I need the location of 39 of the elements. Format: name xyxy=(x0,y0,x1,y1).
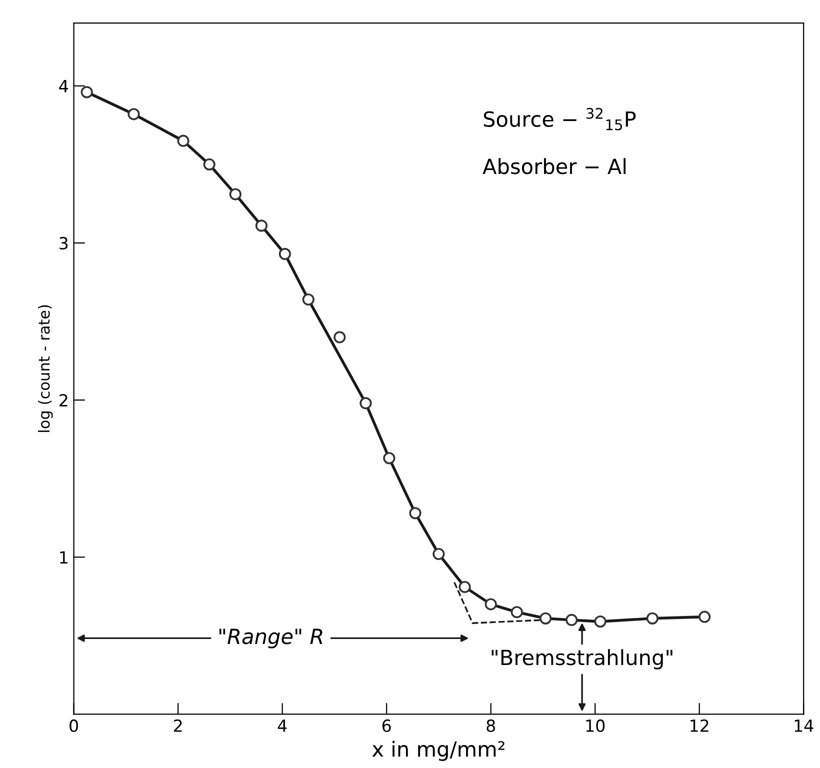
annotation: Absorber − Al xyxy=(482,158,626,174)
annotation: "Range" R xyxy=(219,628,322,648)
point xyxy=(360,397,372,410)
point xyxy=(510,606,523,618)
point xyxy=(646,612,658,624)
y-tick-label: 1 xyxy=(60,551,68,564)
x-tick-label: 2 xyxy=(174,719,182,732)
y-tick-label: 3 xyxy=(60,236,68,250)
point xyxy=(128,108,140,120)
y-axis-title: log (count - rate) xyxy=(38,305,53,432)
x-tick-label: 4 xyxy=(278,720,287,732)
y-tick-label: 2 xyxy=(60,394,68,406)
x-tick-label: 0 xyxy=(70,719,78,732)
point xyxy=(432,548,445,560)
point xyxy=(458,580,471,594)
point xyxy=(229,188,242,200)
y-tick-label: 4 xyxy=(59,80,68,92)
x-tick-label: 14 xyxy=(794,720,814,732)
point xyxy=(409,507,422,520)
point xyxy=(302,293,314,306)
point xyxy=(80,86,93,98)
point xyxy=(334,331,346,344)
x-axis-title: x in mg/mm² xyxy=(372,740,504,761)
point xyxy=(540,612,552,624)
point xyxy=(203,158,216,170)
point xyxy=(255,220,268,232)
annotation: "Bremsstrahlung" xyxy=(492,649,672,670)
x-tick-label: 10 xyxy=(586,719,605,732)
point xyxy=(177,134,190,147)
point xyxy=(566,614,578,626)
annotation: Source − $^{32}$$_{15}$P xyxy=(484,108,636,130)
point xyxy=(594,616,606,628)
x-tick-label: 8 xyxy=(486,719,495,732)
x-tick-label: 6 xyxy=(382,719,391,732)
point xyxy=(698,610,711,623)
point xyxy=(383,452,396,464)
point xyxy=(278,248,291,260)
x-tick-label: 12 xyxy=(690,719,708,732)
point xyxy=(484,598,497,610)
